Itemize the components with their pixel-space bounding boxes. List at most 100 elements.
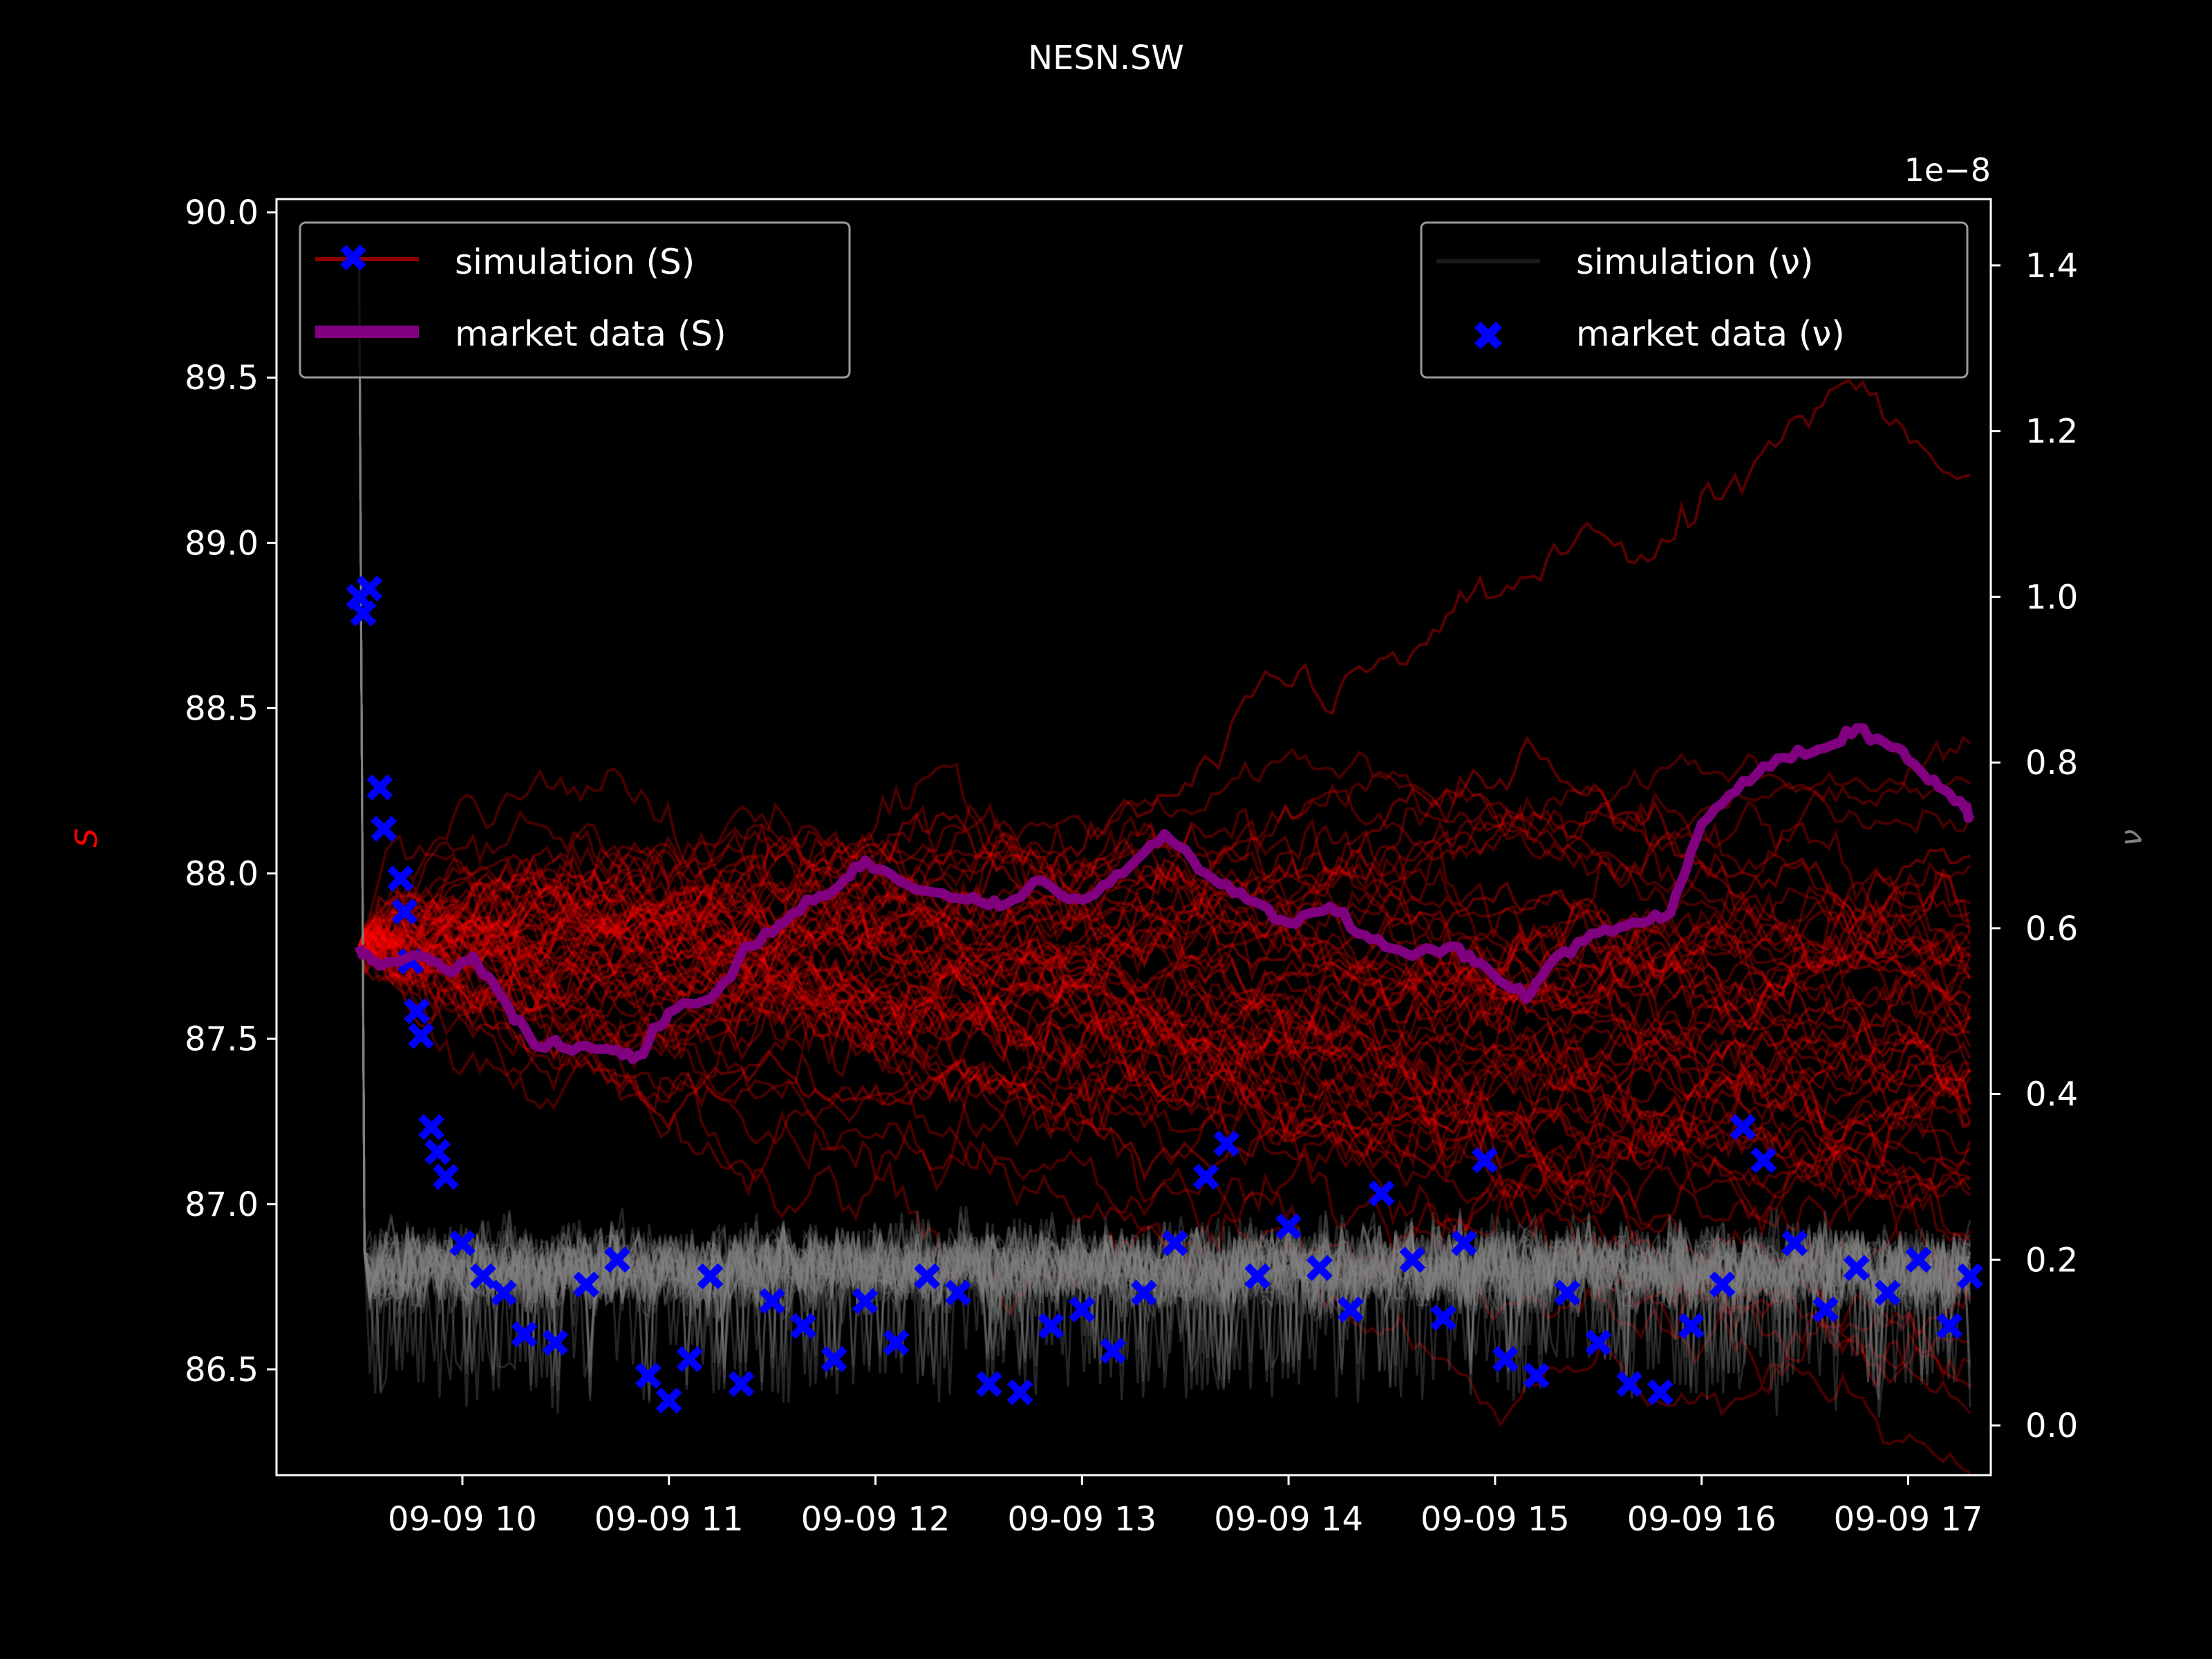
simulation-s-path <box>357 853 1971 1082</box>
simulation-s-path <box>357 845 1971 1016</box>
market-nu-point <box>408 1022 435 1049</box>
market-nu-point <box>573 1271 600 1298</box>
market-nu-point <box>366 774 393 800</box>
simulation-nu-path <box>358 248 1971 1394</box>
simulation-s-path <box>357 854 1971 1200</box>
legend-right: simulation (ν) ✖ market data (ν) <box>1420 221 1969 379</box>
market-nu-point <box>697 1263 724 1290</box>
simulation-nu-path <box>358 248 1971 1400</box>
market-nu-point <box>655 1387 682 1414</box>
simulation-nu-path <box>358 248 1971 1382</box>
simulation-s-path <box>357 379 1971 1012</box>
simulation-nu-path <box>358 248 1971 1390</box>
simulation-s-path <box>358 805 1972 1367</box>
simulation-s-path <box>357 918 1971 1130</box>
simulation-s-path <box>358 885 1971 1156</box>
market-nu-point <box>1038 1313 1065 1340</box>
y-right-tick-label: 0.4 <box>2025 1076 2078 1114</box>
market-nu-point <box>350 600 377 627</box>
simulation-s-path <box>358 762 1972 1050</box>
market-s-path <box>354 723 1975 1065</box>
market-nu-point <box>1936 1313 1963 1340</box>
y-left-tick-label: 88.0 <box>185 855 259 894</box>
market-nu-point <box>1678 1313 1705 1340</box>
simulation-s-path <box>357 910 1971 1178</box>
simulation-nu-path <box>358 248 1971 1394</box>
market-nu-point <box>1957 1263 1984 1290</box>
y-right-tick-label: 0.2 <box>2025 1241 2078 1280</box>
market-nu-point <box>356 575 383 602</box>
simulation-nu-path <box>358 248 1971 1418</box>
market-nu-point <box>852 1288 879 1315</box>
simulation-s-path <box>358 924 1972 1172</box>
simulation-s-path <box>357 924 1971 1173</box>
simulation-s-path <box>358 866 1971 1105</box>
x-axis: 09-09 10 09-09 11 09-09 12 09-09 13 09-09 14… <box>388 1475 1983 1539</box>
y-axis-right-offset: 1e−8 <box>1904 151 1991 189</box>
market-nu-point <box>1709 1271 1736 1298</box>
market-nu-point <box>945 1280 971 1306</box>
market-nu-point <box>1368 1180 1395 1207</box>
market-nu-point <box>1451 1230 1477 1257</box>
simulation-nu-path <box>358 248 1971 1389</box>
market-nu-point <box>759 1288 785 1315</box>
simulation-nu-path <box>358 248 1971 1403</box>
simulation-s-path <box>358 831 1972 1042</box>
market-nu-point <box>1275 1213 1302 1240</box>
x-tick-label: 09-09 15 <box>1421 1500 1570 1539</box>
market-s-line <box>354 723 1975 1065</box>
y-axis-right-label: ν <box>2114 830 2149 847</box>
y-right-tick-label: 0.8 <box>2025 744 2078 782</box>
x-tick-label: 09-09 17 <box>1834 1500 1983 1539</box>
plot-frame <box>275 198 1992 1477</box>
market-nu-point <box>1905 1246 1932 1273</box>
simulation-s-path <box>358 852 1971 1262</box>
market-nu-point <box>1306 1255 1333 1282</box>
simulation-s-path <box>357 945 1971 1414</box>
market-nu-point <box>1213 1130 1240 1157</box>
simulation-s-path <box>357 877 1971 980</box>
simulation-s-path <box>357 824 1971 1096</box>
simulation-s-path <box>359 930 1971 1199</box>
market-nu-point <box>1874 1280 1901 1306</box>
legend-market-s-label: market data (S) <box>455 314 727 354</box>
market-nu-point <box>542 1329 569 1356</box>
market-nu-point <box>449 1230 476 1257</box>
simulation-nu-path <box>358 248 1971 1394</box>
x-tick-label: 09-09 13 <box>1007 1500 1156 1539</box>
simulation-nu-path <box>358 248 1971 1390</box>
simulation-s-path <box>359 735 1971 980</box>
y-right-tick-label: 1.4 <box>2025 247 2078 285</box>
market-nu-point <box>1523 1362 1550 1389</box>
legend-right-frame <box>1420 221 1969 379</box>
simulation-nu-path <box>358 248 1971 1389</box>
legend-sim-nu-label: simulation (ν) <box>1576 242 1813 282</box>
simulation-s-path <box>357 890 1971 1232</box>
market-nu-point <box>1647 1379 1674 1406</box>
simulation-s-path <box>358 905 1971 1144</box>
market-nu-point <box>1616 1371 1642 1398</box>
simulation-nu-path <box>358 248 1971 1391</box>
simulation-s-path <box>358 901 1972 1158</box>
market-nu-point <box>371 816 397 842</box>
market-nu-markers <box>346 575 1984 1414</box>
market-nu-point <box>490 1280 517 1306</box>
simulation-s-path <box>357 876 1971 1116</box>
market-nu-point <box>433 1163 459 1190</box>
simulation-s-path <box>358 817 1971 1244</box>
y-right-tick-label: 1.2 <box>2025 413 2078 451</box>
simulation-nu-path <box>358 248 1971 1395</box>
simulation-nu-path <box>358 248 1971 1400</box>
y-axis-right: 0.0 0.2 0.4 0.6 0.8 1.0 1.2 1.4 <box>1991 247 2078 1445</box>
simulation-s-path <box>357 932 1971 1165</box>
simulation-nu-path <box>358 248 1971 1384</box>
simulation-s-path <box>357 919 1971 1183</box>
market-nu-point <box>511 1321 538 1348</box>
simulation-nu-path <box>358 248 1971 1382</box>
market-nu-point <box>469 1263 496 1290</box>
simulation-s-path <box>358 805 1971 1201</box>
market-nu-point <box>1430 1304 1457 1331</box>
y-right-tick-label: 1.0 <box>2025 578 2078 617</box>
simulation-s-path <box>359 830 1971 997</box>
simulation-nu-path <box>358 248 1971 1401</box>
